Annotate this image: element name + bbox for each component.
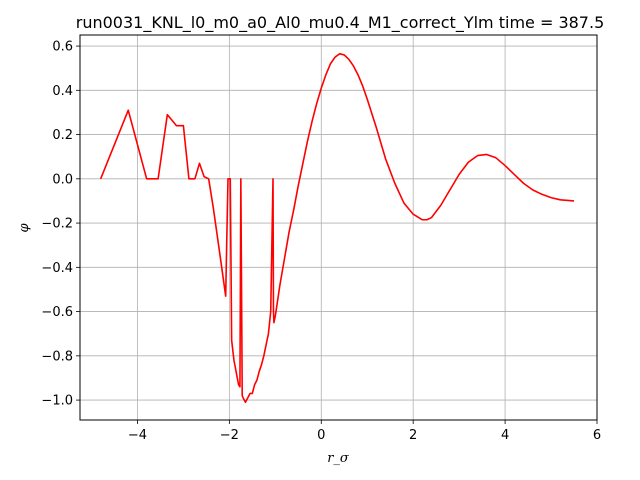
x-tick-label: 4 <box>501 428 509 443</box>
y-tick-label: 0.6 <box>52 40 73 55</box>
y-tick-label: −0.4 <box>41 261 73 276</box>
x-tick-label: 0 <box>317 428 325 443</box>
y-tick-label: −1.0 <box>41 394 73 409</box>
x-ticks: −4 −2 0 2 4 6 <box>128 420 601 443</box>
series-line-0 <box>99 53 575 404</box>
axes-frame <box>79 34 598 421</box>
y-axis-label: φ <box>17 223 32 233</box>
x-tick-label: 6 <box>593 428 601 443</box>
y-tick-label: 0.0 <box>52 172 73 187</box>
y-tick-label: −0.8 <box>41 349 73 364</box>
x-axis-label: r_σ <box>327 451 350 466</box>
x-tick-label: 2 <box>409 428 417 443</box>
y-tick-label: 0.4 <box>52 84 73 99</box>
y-tick-label: 0.2 <box>52 128 73 143</box>
x-tick-label: −2 <box>220 428 239 443</box>
chart-title: run0031_KNL_l0_m0_a0_Al0_mu0.4_M1_correc… <box>76 13 605 33</box>
x-tick-label: −4 <box>128 428 147 443</box>
y-tick-label: −0.2 <box>41 217 73 232</box>
series-group <box>99 53 575 404</box>
y-ticks: −1.0 −0.8 −0.6 −0.4 −0.2 0.0 0.2 0.4 0.6 <box>41 40 80 409</box>
y-tick-label: −0.6 <box>41 305 73 320</box>
